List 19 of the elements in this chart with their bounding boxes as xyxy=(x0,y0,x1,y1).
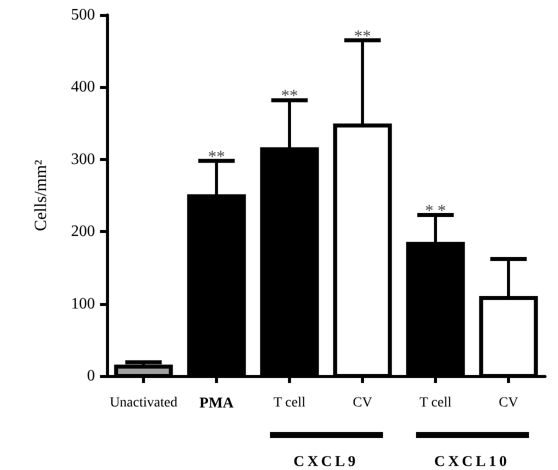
x-tick-label: PMA xyxy=(199,396,234,412)
annotation: ** xyxy=(354,26,371,46)
annotation: ** xyxy=(425,200,450,220)
y-tick-label: 200 xyxy=(71,223,95,240)
text: CXCL10 xyxy=(434,454,510,470)
annotation: ** xyxy=(281,86,298,106)
y-tick-label: 400 xyxy=(71,78,95,96)
x-tick-label: T cell xyxy=(419,396,452,410)
annotation: ** xyxy=(208,146,225,166)
x-tick-label: T cell xyxy=(273,396,306,410)
y-tick-label: 100 xyxy=(71,295,95,312)
x-tick-label: CV xyxy=(498,396,518,410)
y-tick-label: 300 xyxy=(71,150,95,168)
text: CXCL9 xyxy=(293,454,359,470)
y-axis-title: Cells/mm² xyxy=(31,160,50,232)
x-tick-label: Unactivated xyxy=(110,396,178,410)
x-tick-label: CV xyxy=(352,396,372,410)
y-tick-label: 0 xyxy=(87,368,95,384)
y-tick-label: 500 xyxy=(71,6,95,24)
